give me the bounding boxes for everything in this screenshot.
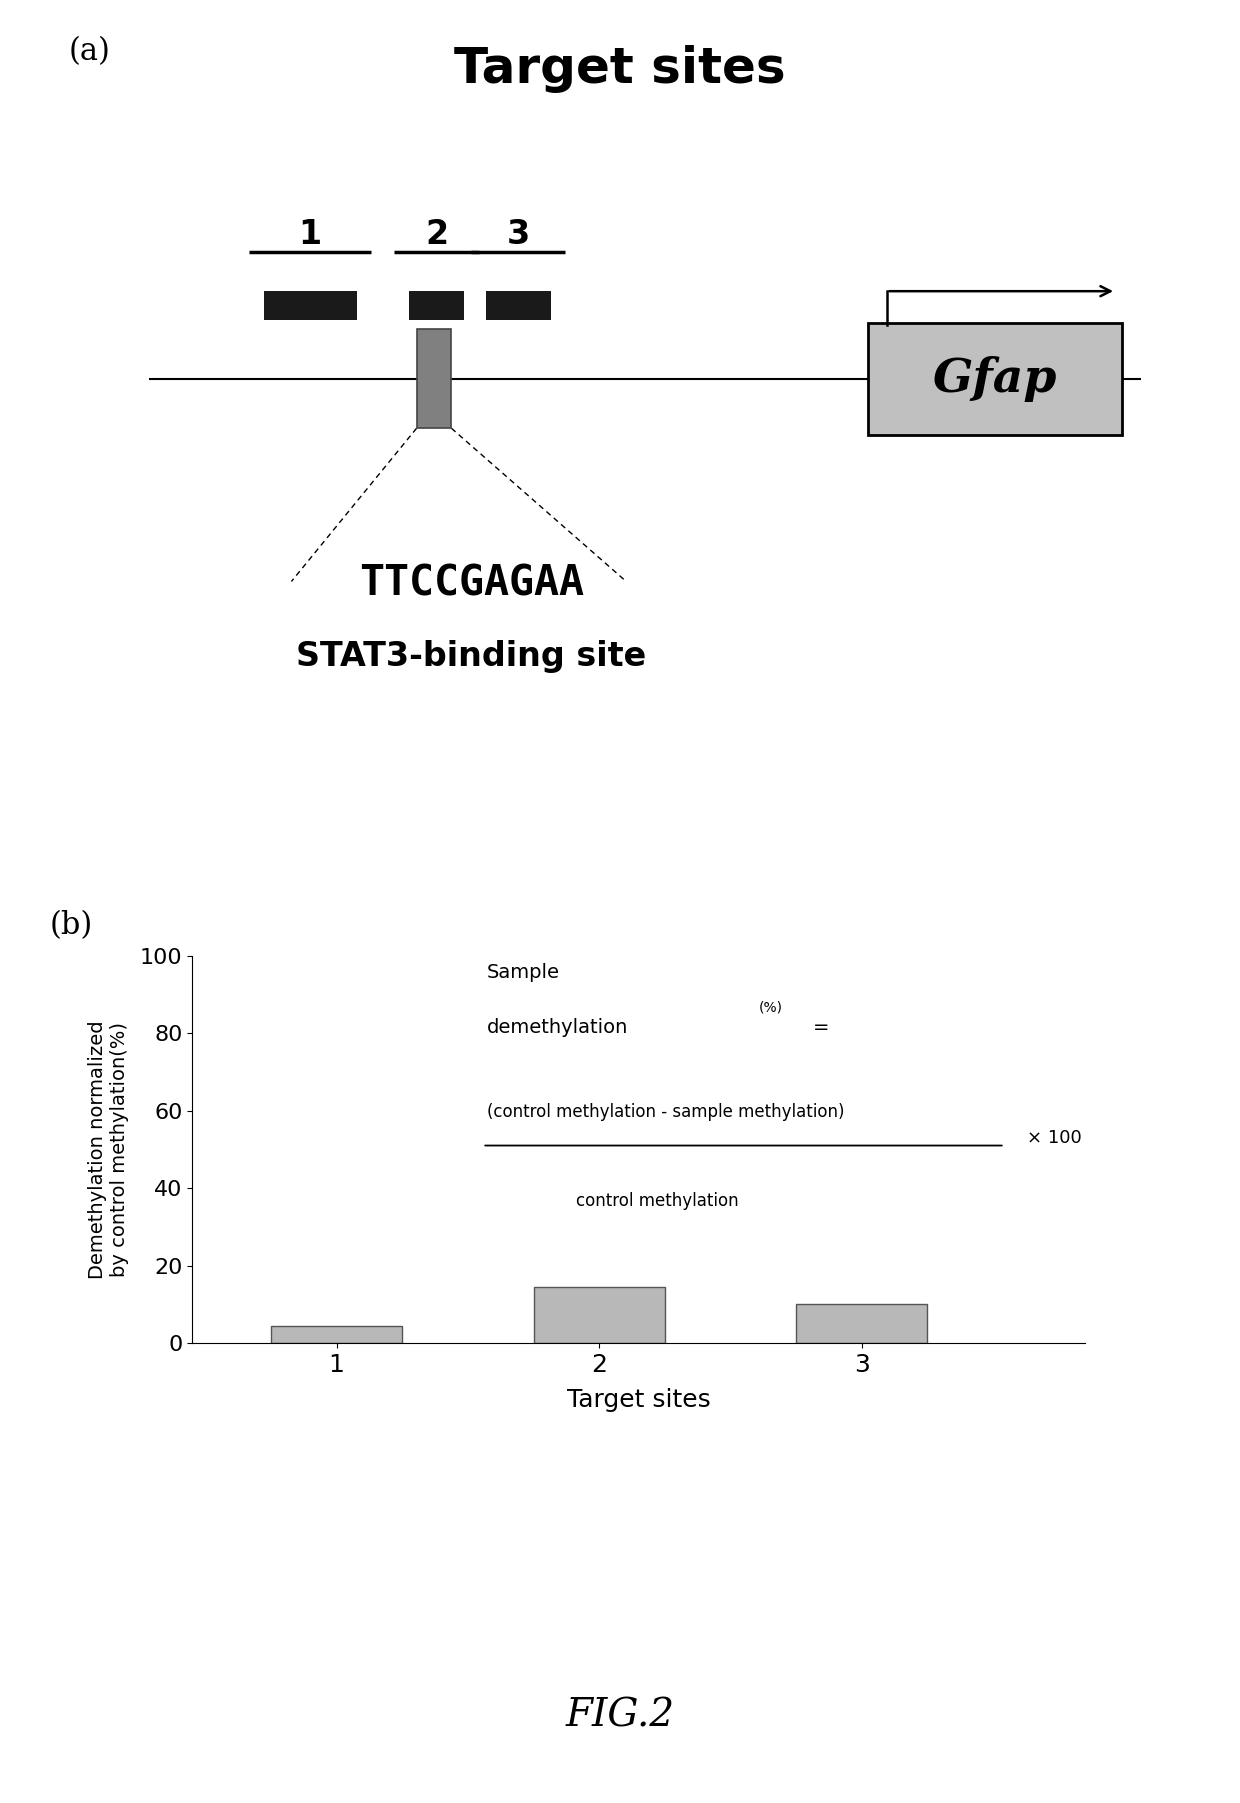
Bar: [272, 1325, 402, 1343]
Text: (a): (a): [68, 36, 110, 67]
Bar: [486, 290, 551, 319]
Text: 1: 1: [299, 218, 321, 251]
Text: demethylation: demethylation: [487, 1017, 629, 1037]
Text: 2: 2: [425, 218, 448, 251]
Text: FIG.2: FIG.2: [565, 1697, 675, 1734]
Bar: [417, 328, 451, 427]
Text: control methylation: control methylation: [577, 1192, 739, 1210]
Y-axis label: Demethylation normalized
by control methylation(%): Demethylation normalized by control meth…: [88, 1020, 129, 1278]
Text: Sample: Sample: [487, 963, 559, 983]
Bar: [408, 290, 464, 319]
Bar: [868, 323, 1122, 435]
Text: × 100: × 100: [1027, 1129, 1081, 1147]
X-axis label: Target sites: Target sites: [567, 1388, 711, 1412]
Text: (control methylation - sample methylation): (control methylation - sample methylatio…: [487, 1103, 844, 1121]
Bar: [533, 1287, 665, 1343]
Text: =: =: [812, 1017, 830, 1037]
Text: (b): (b): [50, 911, 93, 941]
Text: TTCCGAGAA: TTCCGAGAA: [358, 563, 584, 604]
Text: Gfap: Gfap: [932, 355, 1058, 402]
Bar: [796, 1305, 928, 1343]
Text: Target sites: Target sites: [454, 45, 786, 94]
Text: 3: 3: [507, 218, 529, 251]
Text: STAT3-binding site: STAT3-binding site: [296, 640, 646, 673]
Bar: [263, 290, 357, 319]
Text: (%): (%): [759, 1001, 784, 1013]
